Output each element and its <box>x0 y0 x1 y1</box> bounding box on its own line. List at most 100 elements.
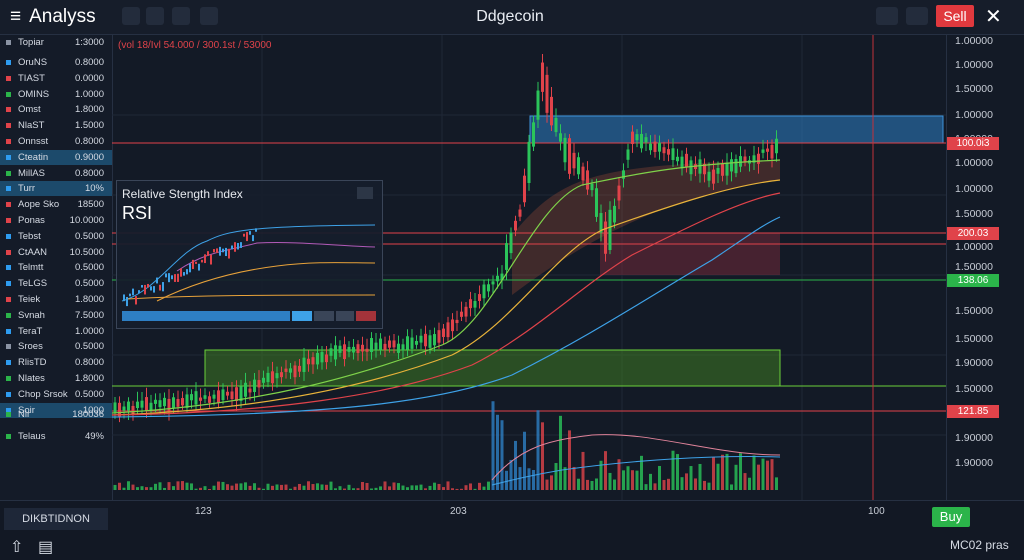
rsi-candles <box>123 228 257 307</box>
row-marker <box>6 233 11 239</box>
candle <box>725 162 729 176</box>
tool-button[interactable] <box>122 7 140 25</box>
row-name: Ponas <box>18 215 45 226</box>
volume-bar <box>370 488 373 490</box>
sell-button[interactable]: Sell <box>936 5 974 27</box>
candle <box>518 209 522 217</box>
sidebar-row: Telmtt 0.5000 <box>0 260 112 275</box>
volume-bar <box>689 466 693 490</box>
footer-icon[interactable]: ▤ <box>38 539 54 556</box>
row-name: RlisTD <box>18 357 47 369</box>
rsi-chart <box>121 224 376 321</box>
candle <box>401 344 405 351</box>
candle <box>361 344 364 352</box>
candle <box>176 399 180 407</box>
rsi-candle <box>204 254 206 264</box>
rsi-candle <box>150 286 152 291</box>
buy-button[interactable]: Buy <box>932 507 970 527</box>
volume-bar <box>541 422 544 490</box>
rsi-bar <box>122 311 290 321</box>
close-icon[interactable]: ✕ <box>985 6 1002 28</box>
sidebar-row: Nlr 180036 <box>0 407 112 422</box>
candle <box>446 322 450 338</box>
candle <box>473 300 477 308</box>
tool-button[interactable] <box>172 7 190 25</box>
candle <box>194 391 198 405</box>
row-value: 18500 <box>77 199 104 211</box>
candle <box>239 386 243 401</box>
rsi-menu[interactable] <box>357 187 373 199</box>
volume-bar <box>572 466 576 490</box>
row-value: 0.9000 <box>74 151 104 163</box>
row-value: 1.0000 <box>74 325 104 337</box>
candle <box>635 134 639 141</box>
row-name: Cteatin <box>18 151 49 163</box>
volume-bar <box>379 486 382 490</box>
volume-bar <box>613 479 616 490</box>
volume-bar <box>586 479 589 490</box>
volume-bar <box>392 482 396 490</box>
tool-button[interactable] <box>876 7 898 25</box>
candle <box>766 148 769 152</box>
volume-bar <box>122 487 126 490</box>
volume-bar <box>725 453 729 490</box>
volume-bar <box>721 454 724 490</box>
volume-bar <box>235 483 238 490</box>
tool-button[interactable] <box>906 7 928 25</box>
candle <box>145 397 148 412</box>
volume-bar <box>181 481 184 490</box>
volume-bar <box>338 486 342 490</box>
candle <box>365 348 369 352</box>
rsi-candle <box>135 296 137 305</box>
rsi-candle <box>129 293 131 297</box>
candle <box>140 400 144 408</box>
volume-bar <box>253 483 256 490</box>
axis-label: 1.50000 <box>955 83 993 95</box>
row-name: Telaus <box>18 431 46 442</box>
candle <box>451 319 454 332</box>
ma-line <box>112 192 781 416</box>
candle <box>307 358 310 365</box>
row-marker <box>6 218 11 223</box>
candle <box>298 365 301 372</box>
candle <box>644 137 648 143</box>
candle <box>374 342 378 351</box>
candle <box>158 400 162 408</box>
row-marker <box>6 40 11 45</box>
rsi-bar <box>314 311 334 321</box>
candle <box>460 311 463 317</box>
candle <box>163 397 166 407</box>
tool-button[interactable] <box>200 7 218 25</box>
sidebar-row: Soir 1000 <box>0 402 112 418</box>
candle <box>500 273 504 281</box>
rsi-candle <box>216 248 218 253</box>
candle <box>604 221 607 254</box>
volume-bar <box>158 482 162 490</box>
row-value: 0.8000 <box>74 167 104 179</box>
volume-bar <box>446 481 450 490</box>
zone-green <box>204 349 781 387</box>
candle <box>388 340 391 348</box>
rsi-candle <box>189 263 191 273</box>
rsi-candle <box>153 286 155 293</box>
tool-button[interactable] <box>146 7 164 25</box>
sidebar-row: Aope Sko 18500 <box>0 197 112 212</box>
row-value: 1:3000 <box>74 37 104 48</box>
row-name: Soir <box>18 404 35 416</box>
row-value: 0.8000 <box>74 357 104 369</box>
sidebar-button[interactable]: DIKBTIDNON <box>4 508 108 530</box>
row-name: TeLGS <box>18 278 48 290</box>
band-fill <box>512 160 780 295</box>
footer-icon[interactable]: ⇧ <box>10 539 24 556</box>
candle <box>136 401 139 409</box>
volume-bar <box>694 478 697 490</box>
volume-bar <box>478 482 481 490</box>
axis-label: 1.00000 <box>955 183 993 195</box>
row-marker <box>6 154 11 160</box>
volume-bar <box>262 488 265 490</box>
app-title: ≡ Analyss <box>10 6 96 27</box>
axis-label: 1.00000 <box>955 59 993 71</box>
volume-bar <box>622 470 625 490</box>
rsi-candle <box>252 235 254 242</box>
row-marker <box>6 281 11 287</box>
